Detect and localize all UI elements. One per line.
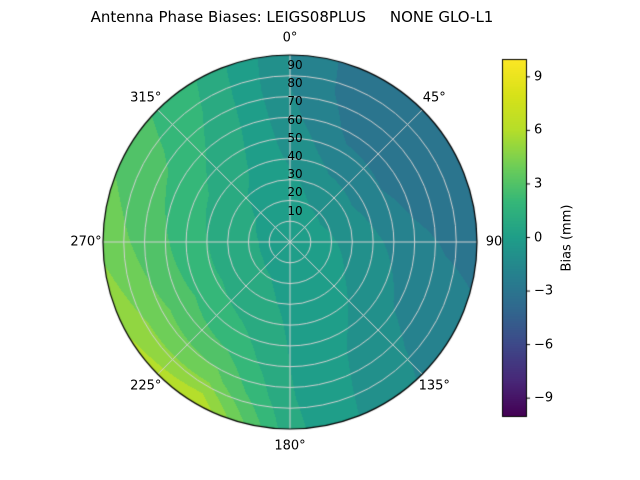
colorbar-tick-label: 9 <box>534 69 543 85</box>
colorbar-tick-label: 3 <box>534 176 543 192</box>
azimuth-tick-label: 90 <box>485 234 503 250</box>
radial-tick-label: 40 <box>287 149 303 163</box>
azimuth-tick-label: 180° <box>274 438 306 454</box>
radial-tick-label: 70 <box>287 94 303 109</box>
colorbar-tick-label: −9 <box>534 390 554 406</box>
radial-tick-label: 80 <box>287 76 303 91</box>
azimuth-tick-label: 225° <box>130 378 162 394</box>
azimuth-tick-label: 270° <box>70 234 102 250</box>
azimuth-tick-label: 0° <box>282 30 298 46</box>
radial-tick-label: 10 <box>287 203 303 218</box>
azimuth-tick-label: 45° <box>422 90 446 106</box>
colorbar-tick-label: −6 <box>534 337 554 353</box>
radial-tick-label: 90 <box>287 58 303 72</box>
colorbar-tick-label: 6 <box>534 122 543 138</box>
colorbar-tick-label: 0 <box>534 230 543 245</box>
radial-tick-label: 50 <box>287 130 303 145</box>
colorbar-tick-label: −3 <box>534 283 554 299</box>
azimuth-tick-label: 135° <box>418 378 450 394</box>
colorbar-axis-label: Bias (mm) <box>559 204 575 272</box>
azimuth-tick-label: 315° <box>130 90 162 106</box>
radial-tick-label: 20 <box>287 185 303 200</box>
radial-tick-label: 60 <box>287 112 303 127</box>
radial-tick-label: 30 <box>287 167 303 182</box>
chart-title: Antenna Phase Biases: LEIGS08PLUS NONE G… <box>90 8 494 26</box>
